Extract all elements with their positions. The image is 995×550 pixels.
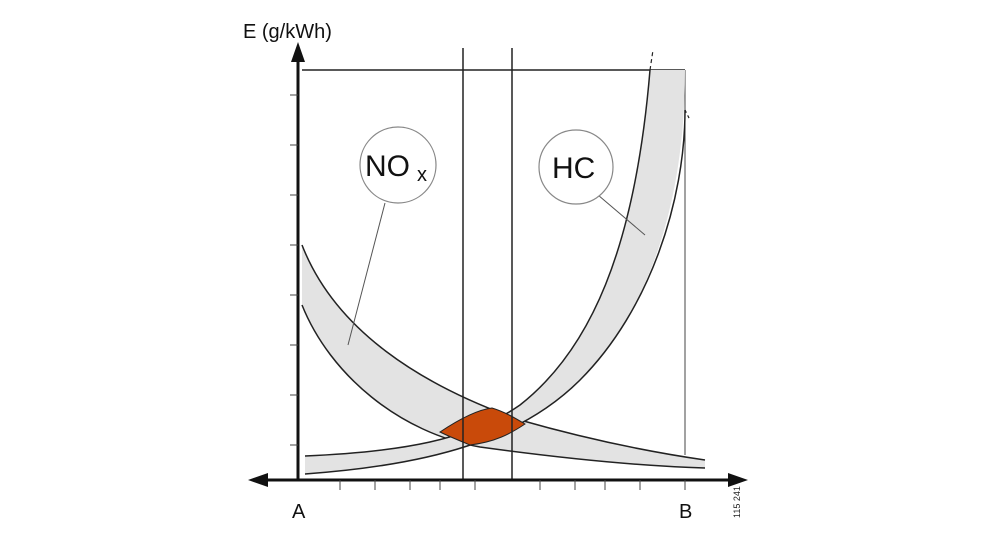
reference-code: 115 241 <box>732 486 742 518</box>
hc-upper-edge <box>304 69 651 457</box>
overlap-region <box>439 407 526 446</box>
y-axis-ticks <box>290 94 298 446</box>
nox-lower-edge <box>301 304 706 469</box>
nox-subscript: x <box>417 164 427 186</box>
nox-band <box>302 245 705 468</box>
nox-leader-line <box>347 202 386 346</box>
y-axis-title: E (g/kWh) <box>243 21 332 43</box>
x-axis-arrow-left <box>248 473 268 487</box>
hc-bubble <box>538 129 614 205</box>
hc-right-dash <box>684 109 691 121</box>
x-axis-ticks <box>339 480 686 490</box>
hc-leader-line <box>597 194 646 236</box>
y-axis-arrow <box>291 42 305 62</box>
x-end-label: B <box>679 501 692 523</box>
hc-band <box>305 70 685 474</box>
hc-lower-edge <box>304 109 686 475</box>
x-axis-arrow-right <box>728 473 748 487</box>
x-start-label: A <box>292 501 306 523</box>
nox-bubble <box>359 126 437 204</box>
hc-label: HC <box>552 152 595 185</box>
nox-label: NO <box>365 150 410 183</box>
hc-top-dash <box>649 49 654 71</box>
